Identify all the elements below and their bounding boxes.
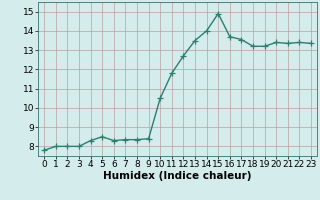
X-axis label: Humidex (Indice chaleur): Humidex (Indice chaleur) (103, 171, 252, 181)
